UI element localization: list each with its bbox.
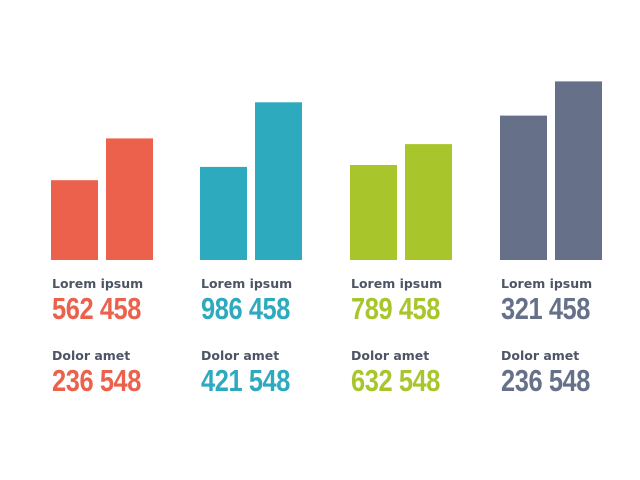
stats-panel-2: Lorem ipsum 986 458 Dolor amet 421 548 <box>201 276 331 398</box>
bar-group-3-bar-2 <box>405 144 452 260</box>
bar-group-4-bar-1 <box>500 115 547 260</box>
metric-2-value: 236 548 <box>501 363 591 398</box>
stats-panel-3: Lorem ipsum 789 458 Dolor amet 632 548 <box>351 276 481 398</box>
bar-group-2-bar-2 <box>255 102 302 260</box>
metric-2-label: Dolor amet <box>351 348 430 363</box>
metric-1-value: 789 458 <box>351 291 441 326</box>
metric-1-label: Lorem ipsum <box>201 276 293 291</box>
metric-1-value: 562 458 <box>52 291 142 326</box>
stats-panel-1: Lorem ipsum 562 458 Dolor amet 236 548 <box>52 276 182 398</box>
metric-1-label: Lorem ipsum <box>52 276 144 291</box>
metric-2-label: Dolor amet <box>201 348 280 363</box>
metric-1-label: Lorem ipsum <box>501 276 593 291</box>
bar-group-3-bar-1 <box>350 165 397 260</box>
metric-1-value: 321 458 <box>501 291 591 326</box>
metric-2-value: 632 548 <box>351 363 441 398</box>
bar-group-1-bar-1 <box>51 180 98 260</box>
metric-2-value: 421 548 <box>201 363 291 398</box>
metric-2-value: 236 548 <box>52 363 142 398</box>
metric-2-label: Dolor amet <box>501 348 580 363</box>
bar-chart <box>51 81 602 261</box>
metric-2-label: Dolor amet <box>52 348 131 363</box>
metric-1-label: Lorem ipsum <box>351 276 443 291</box>
bar-group-1-bar-2 <box>106 138 153 260</box>
metric-1-value: 986 458 <box>201 291 291 326</box>
bar-group-4-bar-2 <box>555 81 602 261</box>
stats-panel-4: Lorem ipsum 321 458 Dolor amet 236 548 <box>501 276 631 398</box>
bar-group-2-bar-1 <box>200 166 247 260</box>
